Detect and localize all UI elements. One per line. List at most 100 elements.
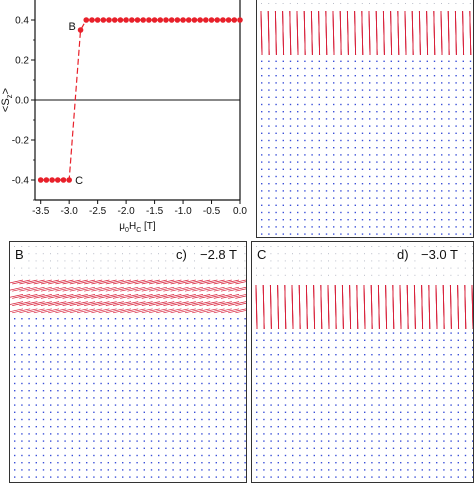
spin-blue [349,361,351,363]
spin-blue [347,161,349,163]
spin-blue [421,440,423,442]
spin-blue [318,190,320,192]
spin-blue [86,375,88,377]
spin-blue [340,204,342,206]
spin-blue [64,397,66,399]
spin-blue [256,382,258,385]
spin-blue [284,418,287,421]
spin-blue [328,397,330,399]
spin-blue [390,211,392,214]
spin-red [220,286,240,292]
spin-blue [158,454,160,457]
spin-blue [419,118,421,120]
spin-blue [383,96,385,98]
spin-blue [64,476,66,478]
spin-blue [441,82,443,84]
spin-blue [244,433,246,435]
spin-blue [356,361,359,363]
spin-blue [369,96,371,98]
spin-blue [268,75,270,77]
x-label-h: H [129,221,136,232]
spin-red [404,10,407,56]
spin-grey [64,260,66,262]
spin-blue [407,469,409,471]
spin-blue [208,339,210,341]
spin-blue [400,404,402,406]
spin-blue [378,346,380,349]
spin-blue [342,418,344,421]
spin-blue [93,469,95,471]
spin-blue [64,411,66,413]
spin-blue [71,375,73,377]
spin-blue [35,368,37,370]
spin-blue [354,233,356,235]
spin-blue [215,368,217,370]
spin-blue [325,139,328,142]
spin-blue [277,375,279,377]
spin-blue [57,382,59,385]
spin-blue [450,462,452,464]
spin-blue [306,404,308,406]
spin-red [418,10,421,56]
spin-blue [299,390,301,392]
spin-grey [93,253,95,255]
spin-blue [347,219,349,221]
spin-red [33,301,52,306]
spin-blue [237,346,239,349]
spin-blue [179,397,181,399]
spin-blue [361,82,364,84]
spin-blue [419,60,421,62]
spin-blue [179,411,181,413]
spin-blue [392,433,395,435]
spin-blue [201,404,203,406]
spin-blue [172,447,174,449]
spin-blue [270,397,272,399]
spin-blue [443,418,445,421]
spin-blue [311,89,313,91]
spin-blue [328,361,330,363]
spin-blue [356,390,359,392]
spin-blue [462,183,464,185]
spin-grey [464,274,466,276]
spin-blue [28,346,30,349]
spin-blue [129,447,131,449]
spin-blue [256,476,258,478]
spin-blue [405,118,407,120]
spin-blue [244,375,246,377]
spin-blue [397,139,400,142]
spin-blue [42,339,45,341]
spin-blue [179,382,181,385]
spin-blue [222,361,225,363]
spin-blue [136,469,138,471]
spin-blue [397,183,400,185]
spin-blue [71,404,73,406]
spin-blue [428,418,431,421]
spin-red [334,284,337,330]
spin-grey [472,260,473,262]
spin-red [296,10,299,56]
spin-blue [443,411,445,413]
spin-grey [122,246,123,247]
spin-blue [441,190,443,192]
spin-blue [129,375,131,377]
spin-blue [222,354,225,356]
spin-red [91,294,110,299]
spin-grey [392,274,394,276]
spin-blue [71,325,73,327]
spin-grey [93,260,95,262]
spin-blue [371,382,373,385]
spin-blue [297,183,299,185]
spin-blue [21,469,23,471]
spin-grey [397,3,399,4]
spin-blue [143,332,145,334]
spin-grey [277,267,279,269]
spin-blue [179,454,181,457]
spin-blue [256,469,258,471]
spin-blue [179,404,181,406]
spin-blue [64,454,66,457]
spin-blue [397,89,400,91]
spin-grey [275,3,277,4]
spin-blue [421,433,423,435]
spin-blue [333,111,335,113]
spin-blue [383,190,385,192]
